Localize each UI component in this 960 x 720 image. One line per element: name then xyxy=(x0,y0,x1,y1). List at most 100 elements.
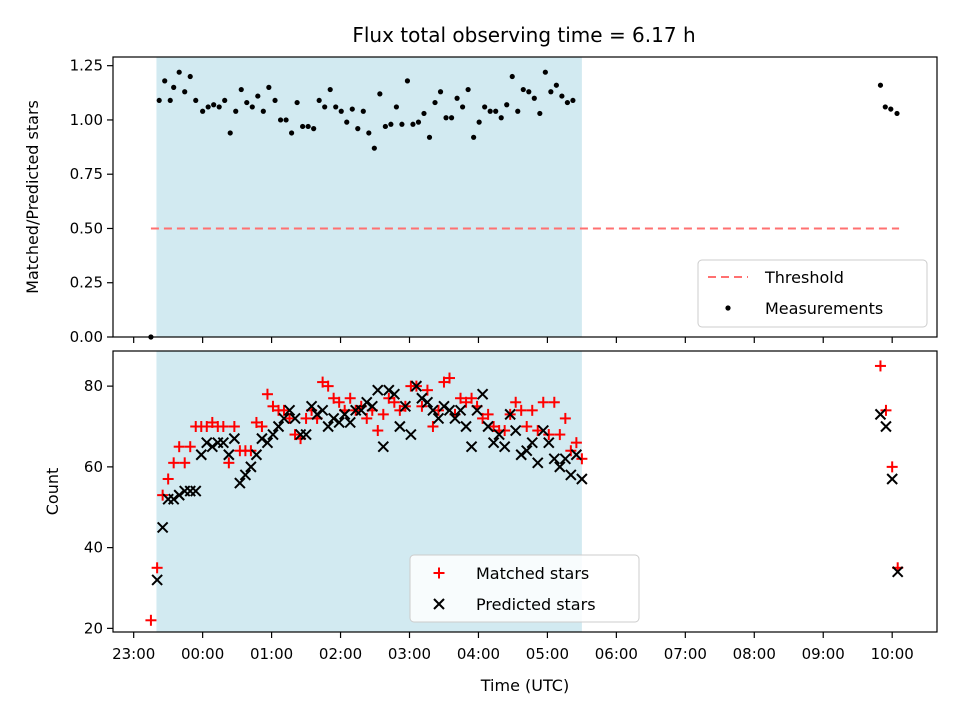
measurement-point xyxy=(415,119,422,125)
predicted-star-point xyxy=(427,404,439,417)
y-tick-label: 40 xyxy=(84,539,103,557)
predicted-star-point xyxy=(421,396,434,408)
predicted-star-point xyxy=(256,432,268,445)
measurement-point xyxy=(399,121,405,127)
predicted-star-point xyxy=(278,412,290,425)
legend-threshold-label: Threshold xyxy=(764,268,844,287)
predicted-star-point xyxy=(454,404,467,417)
measurement-point xyxy=(448,115,455,121)
matched-star-point xyxy=(532,425,544,437)
x-tick-label: 10:00 xyxy=(871,645,914,663)
measurement-point xyxy=(553,82,559,88)
predicted-star-point xyxy=(388,388,401,400)
measurement-point xyxy=(426,134,433,140)
matched-star-point xyxy=(201,420,213,432)
matched-star-point xyxy=(344,392,356,404)
predicted-star-point xyxy=(377,440,390,453)
matched-star-point xyxy=(499,425,511,437)
predicted-star-point xyxy=(438,400,450,413)
predicted-star-point xyxy=(576,473,588,485)
matched-star-point xyxy=(151,562,163,574)
matched-star-point xyxy=(570,437,582,449)
measurement-points xyxy=(148,69,900,340)
predicted-star-point xyxy=(201,436,213,449)
matched-star-point xyxy=(256,420,268,432)
measurement-point xyxy=(520,86,526,93)
predicted-star-point xyxy=(223,449,235,461)
measurement-point xyxy=(205,104,211,110)
matched-star-point xyxy=(317,376,329,388)
matched-star-point xyxy=(261,388,273,400)
predicted-star-point xyxy=(338,408,351,421)
y-tick-label: 0.00 xyxy=(70,328,103,346)
measurement-point xyxy=(432,99,438,106)
predicted-star-point xyxy=(487,436,500,449)
x-tick-label: 03:00 xyxy=(388,645,431,663)
measurement-point xyxy=(182,89,188,95)
predicted-star-point xyxy=(537,424,549,437)
matched-star-point xyxy=(328,392,340,404)
ratio-axes-frame xyxy=(112,56,938,338)
measurement-point xyxy=(277,117,284,123)
x-tick-label: 23:00 xyxy=(112,645,155,663)
matched-star-point xyxy=(278,404,290,416)
matched-star-point xyxy=(443,372,455,384)
measurement-point xyxy=(327,86,333,93)
measurement-point xyxy=(266,84,272,90)
measurement-point xyxy=(216,104,222,110)
measurement-point xyxy=(187,73,193,80)
y-tick-label: 0.25 xyxy=(70,274,103,292)
measurement-point xyxy=(167,97,173,104)
predicted-star-point xyxy=(504,408,516,421)
predicted-star-point xyxy=(234,477,246,489)
measurement-point xyxy=(283,117,289,123)
predicted-star-point xyxy=(498,440,511,453)
measurement-point xyxy=(211,102,217,108)
predicted-star-point xyxy=(261,436,274,449)
measurement-point xyxy=(888,106,894,112)
matched-star-point xyxy=(179,457,191,469)
predicted-star-point xyxy=(151,574,163,586)
measurement-point xyxy=(162,78,168,84)
count-y-ticks: 20 40 60 80 xyxy=(84,377,113,637)
measurement-point xyxy=(437,89,444,95)
matched-star-point xyxy=(333,396,345,408)
measurement-point xyxy=(542,69,548,75)
measurement-point xyxy=(156,97,162,104)
matched-star-point xyxy=(886,461,898,473)
measurement-point xyxy=(515,108,521,114)
matched-star-point xyxy=(372,425,384,437)
matched-star-point xyxy=(543,429,555,441)
predicted-star-point xyxy=(532,457,544,469)
matched-star-point xyxy=(300,412,312,424)
count-panel: 20 40 60 80 23:00 00:00 01:00 02:00 03:00 04:00 0… xyxy=(43,350,938,695)
predicted-star-point xyxy=(228,432,241,445)
legend-x-marker xyxy=(433,598,445,610)
matched-star-point xyxy=(217,420,229,432)
predicted-star-point xyxy=(891,566,904,578)
measurement-point xyxy=(338,108,344,114)
predicted-star-point xyxy=(886,473,898,485)
ratio-panel: 0.00 0.25 0.50 0.75 1.00 1.25 Matched/Predict… xyxy=(23,56,938,346)
ratio-y-ticks: 0.00 0.25 0.50 0.75 1.00 1.25 xyxy=(70,57,113,346)
predicted-star-point xyxy=(432,412,445,425)
matched-star-point xyxy=(438,376,450,388)
matched-star-point xyxy=(521,420,533,432)
matched-star-point xyxy=(157,489,169,501)
predicted-star-point xyxy=(344,416,356,429)
y-tick-label: 1.00 xyxy=(70,111,103,129)
matched-star-point xyxy=(455,392,467,404)
measurement-point xyxy=(377,91,383,97)
measurement-point xyxy=(537,110,543,117)
measurement-point xyxy=(222,97,228,104)
predicted-star-point xyxy=(206,440,219,453)
measurement-point xyxy=(877,82,884,88)
predicted-star-point xyxy=(449,412,461,425)
predicted-star-point xyxy=(543,436,555,449)
predicted-star-point xyxy=(283,404,296,417)
measurement-point xyxy=(526,89,532,95)
matched-star-point xyxy=(245,445,257,457)
measurement-point xyxy=(531,95,537,101)
count-legend-box xyxy=(409,554,640,623)
